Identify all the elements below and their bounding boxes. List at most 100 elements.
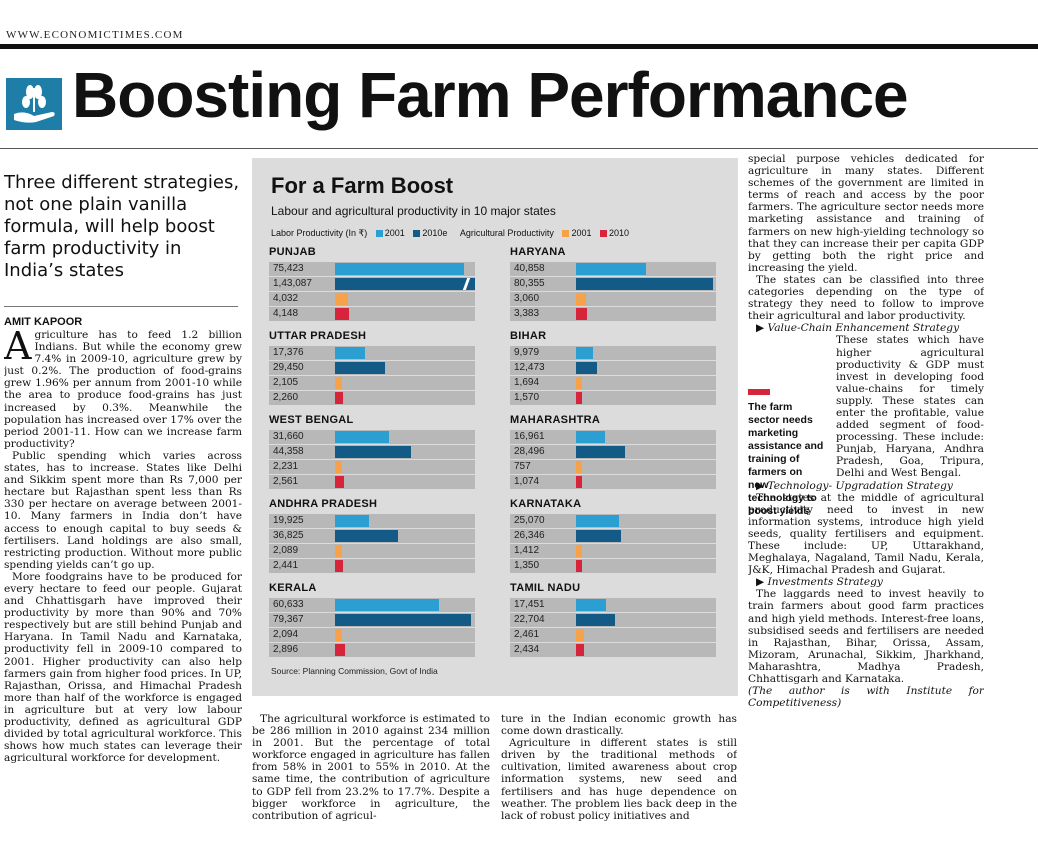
bar <box>335 293 349 305</box>
bar-value-label: 2,434 <box>514 644 540 655</box>
bar <box>576 560 582 572</box>
bar-value-label: 40,858 <box>514 263 545 274</box>
bar-row: 17,376 <box>269 346 475 360</box>
bar-value-label: 17,451 <box>514 599 545 610</box>
bar-value-label: 44,358 <box>273 446 304 457</box>
chart-source: Source: Planning Commission, Govt of Ind… <box>271 666 438 676</box>
bar <box>576 278 714 290</box>
bar-row: 1,694 <box>510 376 716 390</box>
headline-rule <box>0 148 1038 149</box>
state-chart-uttar-pradesh: UTTAR PRADESH 17,376 29,450 2,105 2,260 <box>269 330 475 418</box>
state-name: PUNJAB <box>269 246 317 258</box>
headline: Boosting Farm Performance <box>72 59 909 131</box>
bar-row: 1,412 <box>510 544 716 558</box>
bar-value-label: 2,260 <box>273 392 299 403</box>
pull-quote: The farm sector needs marketing assistan… <box>748 389 824 518</box>
bar <box>576 362 598 374</box>
paragraph: griculture has to feed 1.2 billion India… <box>4 329 242 450</box>
bar <box>335 599 439 611</box>
bar-value-label: 2,089 <box>273 545 299 556</box>
state-chart-tamil-nadu: TAMIL NADU 17,451 22,704 2,461 2,434 <box>510 582 716 670</box>
bar-row: 79,367 <box>269 613 475 627</box>
bar-value-label: 1,43,087 <box>273 278 312 289</box>
legend-item: 2001 <box>384 228 405 238</box>
chart-subtitle: Labour and agricultural productivity in … <box>271 204 556 218</box>
bar <box>335 629 342 641</box>
bar-value-label: 29,450 <box>273 362 304 373</box>
bar-value-label: 9,979 <box>514 347 540 358</box>
bar-value-label: 3,060 <box>514 293 540 304</box>
bar-value-label: 19,925 <box>273 515 304 526</box>
legend-labor: Labor Productivity (In ₹) <box>271 228 368 238</box>
strategy-heading: Technology- Upgradation Strategy <box>767 479 953 492</box>
bar <box>576 308 588 320</box>
bar-value-label: 2,105 <box>273 377 299 388</box>
bar <box>335 476 344 488</box>
bar <box>576 431 605 443</box>
state-name: UTTAR PRADESH <box>269 330 367 342</box>
strategy-heading: Investments Strategy <box>767 576 883 589</box>
article-column-2: The agricultural workforce is estimated … <box>252 713 490 843</box>
legend-swatch <box>375 230 383 237</box>
legend-item: 2010e <box>422 228 448 238</box>
bar-value-label: 80,355 <box>514 278 545 289</box>
state-name: KARNATAKA <box>510 498 582 510</box>
chart-title: For a Farm Boost <box>271 173 454 198</box>
bar <box>576 446 625 458</box>
chart-legend: Labor Productivity (In ₹) 2001 2010e Agr… <box>271 228 629 239</box>
bar-row: 2,105 <box>269 376 475 390</box>
state-name: KERALA <box>269 582 317 594</box>
bar <box>335 614 471 626</box>
bar-row: 25,070 <box>510 514 716 528</box>
top-rule <box>0 44 1038 49</box>
state-chart-maharashtra: MAHARASHTRA 16,961 28,496 757 1,074 <box>510 414 716 502</box>
bar-row: 2,260 <box>269 391 475 405</box>
bar <box>576 392 582 404</box>
bar-value-label: 12,473 <box>514 362 545 373</box>
bar-row: 2,461 <box>510 628 716 642</box>
article-column-4: special purpose vehicles dedicated for a… <box>748 153 984 843</box>
bar <box>335 377 343 389</box>
bar <box>576 293 587 305</box>
bar-row: 9,979 <box>510 346 716 360</box>
bar-value-label: 1,694 <box>514 377 540 388</box>
bar-value-label: 2,461 <box>514 629 540 640</box>
bar <box>576 515 619 527</box>
bar-row: 2,089 <box>269 544 475 558</box>
triangle-right-icon: ▶ <box>756 322 765 335</box>
state-name: ANDHRA PRADESH <box>269 498 378 510</box>
bar-value-label: 25,070 <box>514 515 545 526</box>
state-chart-karnataka: KARNATAKA 25,070 26,346 1,412 1,350 <box>510 498 716 586</box>
bar-row: 60,633 <box>269 598 475 612</box>
bar <box>335 461 343 473</box>
paragraph: The states can be classified into three … <box>748 273 984 323</box>
bar-value-label: 1,074 <box>514 476 540 487</box>
bar <box>335 560 344 572</box>
state-name: WEST BENGAL <box>269 414 354 426</box>
state-chart-bihar: BIHAR 9,979 12,473 1,694 1,570 <box>510 330 716 418</box>
bar-row: 3,383 <box>510 307 716 321</box>
bar-value-label: 2,441 <box>273 560 299 571</box>
legend-swatch <box>413 230 421 237</box>
paragraph: These states which have higher agricultu… <box>836 334 984 480</box>
bar <box>576 377 582 389</box>
bar-row: 4,148 <box>269 307 475 321</box>
state-chart-haryana: HARYANA 40,858 80,355 3,060 3,383 <box>510 246 716 334</box>
bar-value-label: 757 <box>514 461 531 472</box>
bar-value-label: 17,376 <box>273 347 304 358</box>
drop-cap: A <box>4 329 32 368</box>
bar-row: 29,450 <box>269 361 475 375</box>
bar-value-label: 4,148 <box>273 308 299 319</box>
bar-value-label: 2,094 <box>273 629 299 640</box>
bar-value-label: 75,423 <box>273 263 304 274</box>
legend-swatch <box>562 230 570 237</box>
chart-panel: For a Farm Boost Labour and agricultural… <box>252 158 738 696</box>
bar-row: 2,231 <box>269 460 475 474</box>
bar-row: 2,561 <box>269 475 475 489</box>
deck: Three different strategies, not one plai… <box>4 172 240 281</box>
bar-row: 2,441 <box>269 559 475 573</box>
bar-value-label: 79,367 <box>273 614 304 625</box>
bar-row: 1,570 <box>510 391 716 405</box>
legend-agri: Agricultural Productivity <box>459 228 554 238</box>
pull-quote-text: The farm sector needs marketing assistan… <box>748 401 824 517</box>
